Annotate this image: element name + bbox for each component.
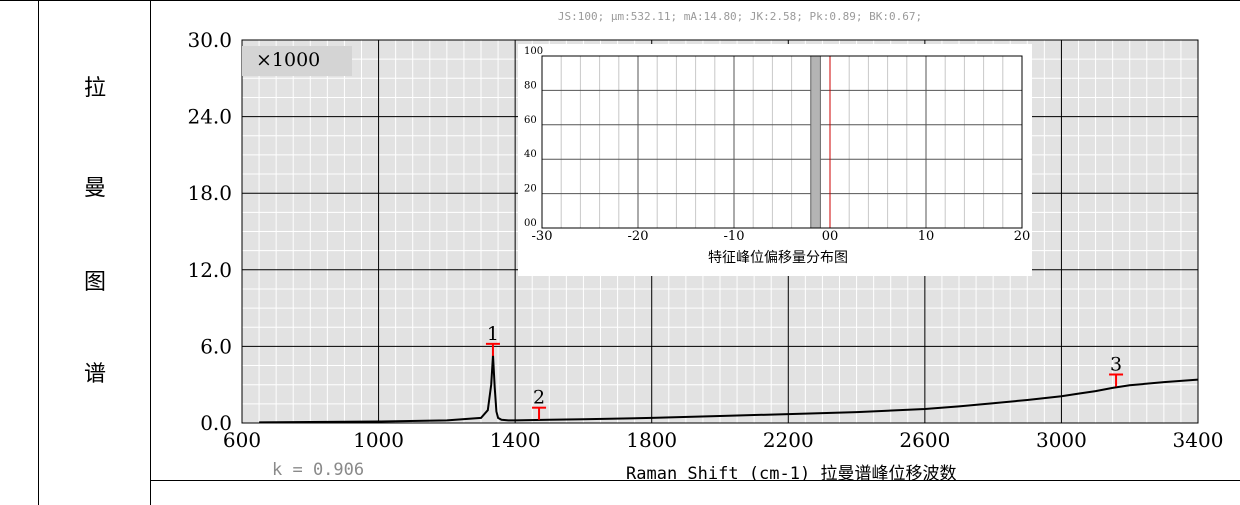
inset-x-tick-label: 10 [918, 229, 935, 244]
inset-y-tick-label: 100 [524, 46, 543, 57]
y-tick-label: 24.0 [187, 105, 232, 129]
x-tick-label: 2200 [763, 428, 814, 452]
y-tick-label: 30.0 [187, 28, 232, 52]
x-tick-label: 3400 [1173, 428, 1224, 452]
inset-x-tick-label: -10 [724, 229, 745, 244]
inset-x-tick-label: -20 [628, 229, 649, 244]
x-tick-label: 1000 [353, 428, 404, 452]
inset-title: 特征峰位偏移量分布图 [708, 250, 848, 266]
x-tick-label: 2600 [899, 428, 950, 452]
stats-line: JS:100; μm:532.11; mA:14.80; JK:2.58; Pk… [557, 10, 923, 23]
inset-x-tick-label: 00 [822, 229, 839, 244]
inset-bars [810, 55, 821, 229]
inset-x-tick-label: 20 [1014, 229, 1031, 244]
spectrum-line [259, 355, 1199, 424]
peak-marker-label: 1 [487, 323, 499, 345]
inset-y-tick-label: 00 [524, 218, 537, 229]
x-tick-label: 1400 [490, 428, 541, 452]
inset-x-tick-label: -30 [532, 229, 553, 244]
y-multiplier-label: ×1000 [256, 49, 321, 71]
inset-background [518, 44, 1032, 276]
side-label-char: 图 [83, 270, 106, 295]
inset-y-tick-label: 40 [524, 149, 537, 160]
x-tick-label: 1800 [626, 428, 677, 452]
y-multiplier-box: ×1000 [242, 46, 352, 76]
inset-y-tick-label: 20 [524, 184, 537, 195]
side-label-char: 谱 [83, 362, 106, 387]
inset-bar [810, 55, 821, 229]
y-tick-label: 6.0 [200, 334, 232, 358]
peak-marker-label: 3 [1110, 353, 1122, 375]
inset-y-tick-label: 80 [524, 80, 537, 91]
y-tick-labels: 0.0 6.0 12.0 18.0 24.0 30.0 [187, 28, 232, 435]
y-tick-label: 0.0 [200, 411, 232, 435]
plot-border [241, 39, 1199, 424]
x-axis-label: Raman Shift (cm-1) 拉曼谱峰位移波数 [626, 464, 957, 484]
x-tick-labels: 600 1000 1400 1800 2200 2600 3000 3400 [223, 428, 1224, 452]
peak-markers: 1 2 3 [485, 323, 1124, 420]
inset-x-tick-labels: -30 -20 -10 00 10 20 [532, 229, 1031, 244]
x-tick-label: 600 [223, 428, 261, 452]
inset-plot-border [541, 55, 1023, 229]
y-tick-label: 12.0 [187, 258, 232, 282]
side-label-char: 曼 [83, 176, 106, 201]
inset-y-tick-labels: 00 20 40 60 80 100 [524, 46, 543, 229]
side-label-char: 拉 [83, 76, 106, 101]
k-value: k = 0.906 [272, 460, 365, 480]
side-label: 拉 曼 图 谱 [40, 0, 150, 505]
peak-marker-label: 2 [533, 387, 545, 409]
x-tick-label: 3000 [1036, 428, 1087, 452]
y-tick-label: 18.0 [187, 181, 232, 205]
inset-y-tick-label: 60 [524, 115, 537, 126]
